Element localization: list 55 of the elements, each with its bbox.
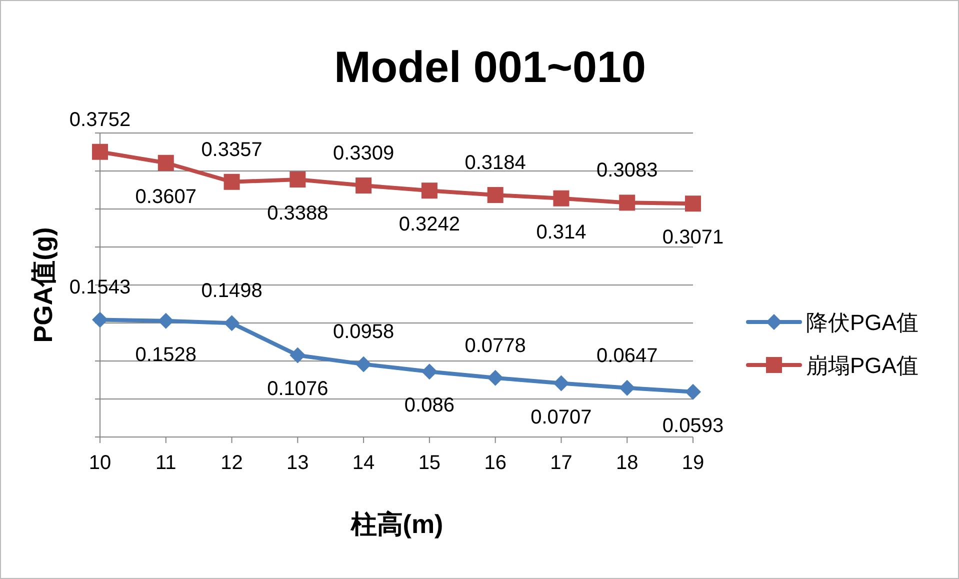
point [421,182,438,199]
x-tick-label: 10 [88,452,112,474]
legend-label: 降伏PGA值 [806,310,918,335]
point [619,194,636,211]
data-label: 0.0958 [332,321,394,344]
point [356,178,372,194]
data-label: 0.3083 [596,160,658,182]
x-tick-label: 17 [550,452,572,474]
data-label: 0.3752 [69,108,131,131]
data-label: 0.086 [404,394,454,417]
data-label: 0.3071 [662,226,724,249]
data-label: 0.0778 [464,334,526,357]
data-label: 0.3357 [201,138,262,161]
point [619,380,636,396]
point [356,356,372,372]
point [685,384,701,400]
x-tick-label: 15 [418,452,441,474]
x-axis-title: 柱高(m) [350,509,444,539]
data-label: 0.3242 [398,214,460,236]
point [290,347,306,364]
x-tick-label: 16 [484,452,506,474]
point [158,312,174,329]
data-label: 0.3309 [332,142,394,165]
data-label: 0.1543 [69,276,131,299]
point [92,312,108,328]
legend-label: 崩塌PGA值 [806,353,918,378]
data-label: 0.0707 [530,406,592,428]
data-label: 0.0647 [596,344,658,367]
point [92,144,108,160]
data-label: 0.1528 [135,344,196,366]
x-tick-label: 13 [286,452,309,474]
point [224,174,240,190]
x-tick-label: 11 [156,452,176,474]
point [421,364,438,380]
chart-title: Model 001~010 [334,43,646,92]
data-label: 0.3388 [267,202,328,225]
point [553,190,570,206]
x-tick-label: 19 [682,452,704,474]
point [290,172,306,188]
data-label: 0.3184 [464,152,526,174]
point [158,154,174,171]
data-label: 0.3607 [135,186,196,208]
point [553,375,570,392]
data-label: 0.1498 [201,280,262,302]
data-label: 0.1076 [267,378,328,400]
y-axis-title: PGA值(g) [28,227,58,343]
point [685,196,701,212]
x-tick-label: 14 [352,452,375,474]
point [487,370,504,386]
point [224,315,240,332]
x-tick-label: 18 [616,452,638,474]
data-label: 0.0593 [662,414,724,437]
point [487,187,504,204]
x-tick-label: 12 [220,452,243,474]
data-label: 0.314 [536,221,586,244]
